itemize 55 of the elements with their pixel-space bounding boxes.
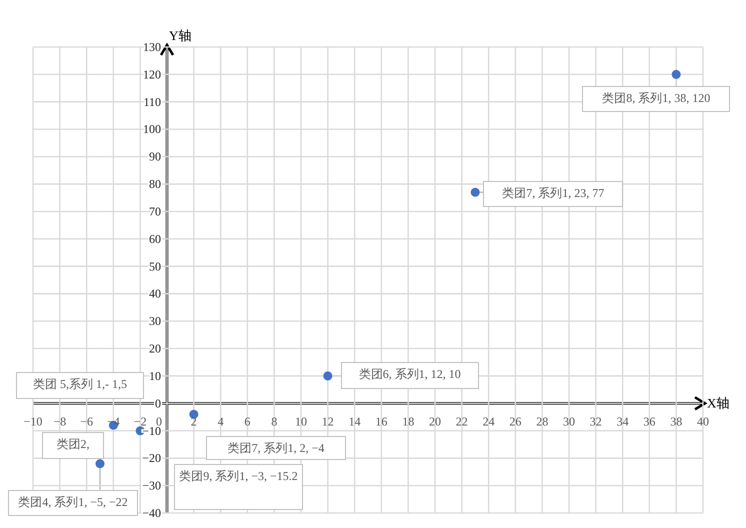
y-tick-label: 120 xyxy=(143,67,161,82)
x-tick-label: 28 xyxy=(536,414,548,428)
x-tick-label: 6 xyxy=(244,414,250,428)
annotation: 类团7, 系列1, 2, −4 xyxy=(228,441,324,455)
y-tick-label: 90 xyxy=(149,150,161,164)
x-tick-label: 36 xyxy=(643,414,656,428)
x-axis-title: X轴 xyxy=(707,395,730,410)
x-tick-label: 8 xyxy=(271,414,278,428)
y-tick-label: 20 xyxy=(149,342,161,356)
annotation: 类团4, 系列1, −5, −22 xyxy=(18,494,128,509)
point xyxy=(189,410,198,419)
annotation: 类团 5,系列 1,- 1,5 xyxy=(33,377,127,391)
y-tick-label: 10 xyxy=(149,368,161,383)
annotation: 类团8, 系列1, 38, 120 xyxy=(602,91,710,106)
x-tick-label: 24 xyxy=(482,414,495,428)
y-tick-label: 130 xyxy=(143,40,161,54)
y-tick-label: 30 xyxy=(149,314,161,328)
annotation: 类团6, 系列1, 12, 10 xyxy=(358,366,461,381)
y-tick-label: 80 xyxy=(149,177,161,192)
x-tick-label: 22 xyxy=(456,414,468,428)
x-tick-label: −10 xyxy=(24,414,42,428)
x-tick-label: 4 xyxy=(218,414,224,428)
y-tick-label: 50 xyxy=(149,259,161,274)
y-tick-label: −40 xyxy=(142,506,161,520)
point xyxy=(323,371,332,380)
x-tick-label: 16 xyxy=(375,414,388,428)
x-tick-label: 12 xyxy=(322,414,334,428)
y-tick-label: 40 xyxy=(149,286,161,301)
point xyxy=(672,70,681,79)
x-tick-label: 20 xyxy=(429,414,441,428)
annotation: 类团7, 系列1, 23, 77 xyxy=(502,186,604,200)
annotation: 类团9, 系列1, −3, −15.2 xyxy=(179,469,298,483)
x-tick-label: 2 xyxy=(190,414,197,428)
y-tick-label: −30 xyxy=(142,478,161,493)
y-tick-label: 70 xyxy=(149,204,161,218)
point xyxy=(95,459,105,468)
x-tick-label: 34 xyxy=(616,414,629,428)
point xyxy=(470,188,480,197)
x-tick-label: 18 xyxy=(402,414,414,428)
x-tick-label: −8 xyxy=(53,414,66,428)
x-tick-label: 38 xyxy=(670,414,682,428)
y-tick-label: −20 xyxy=(142,451,161,466)
x-tick-label: −6 xyxy=(80,414,93,428)
y-axis-title: Y轴 xyxy=(169,28,192,43)
x-tick-label: 30 xyxy=(563,414,575,428)
x-tick-label: 26 xyxy=(509,414,522,428)
x-tick-label: 40 xyxy=(697,414,709,428)
x-tick-label: −2 xyxy=(134,414,147,428)
annotation: 类团2, xyxy=(56,437,90,451)
y-tick-label: 60 xyxy=(149,232,161,246)
x-tick-label: 10 xyxy=(295,414,307,428)
x-tick-label: 14 xyxy=(348,414,361,428)
x-tick-label: 32 xyxy=(590,414,602,428)
y-tick-label: 100 xyxy=(143,122,161,136)
y-tick-label: 110 xyxy=(143,94,161,109)
